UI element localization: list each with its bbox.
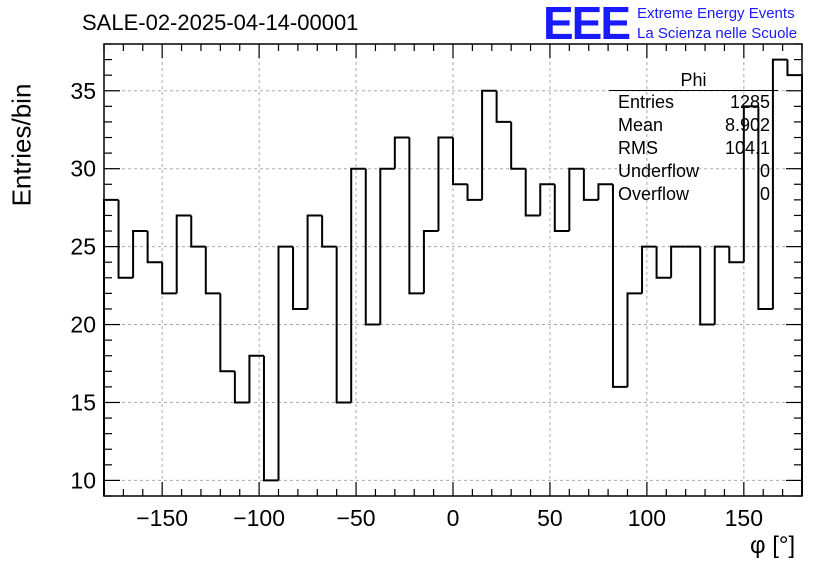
histogram-bin [175, 214, 192, 294]
histogram-bin [364, 168, 381, 326]
histogram-bin [103, 198, 119, 496]
histogram-bin [190, 215, 206, 248]
stats-value: 0 [759, 184, 770, 204]
histogram-bin [277, 245, 294, 481]
histogram-bin [262, 355, 279, 482]
x-tick-label: 50 [537, 505, 563, 531]
stats-label: Underflow [618, 161, 700, 181]
histogram-bin [757, 106, 773, 310]
histogram-bin [728, 246, 744, 264]
histogram-bin [233, 371, 250, 404]
stats-label: Mean [618, 115, 664, 135]
y-tick-label: 20 [70, 312, 96, 338]
logo-line-1: Extreme Energy Events [637, 5, 795, 22]
histogram-bin [481, 89, 497, 200]
histogram-bin [655, 246, 672, 279]
histogram-bin [582, 168, 599, 201]
histogram-bin [335, 246, 352, 404]
x-tick-label: 100 [628, 505, 666, 531]
stats-row-rms: RMS 104.1 [611, 137, 776, 160]
histogram-bin [495, 90, 512, 123]
x-tick-label: −50 [337, 505, 376, 531]
histogram-bin [248, 354, 264, 403]
y-tick-label: 35 [70, 78, 96, 104]
x-tick-label: −100 [233, 505, 285, 531]
histogram-bin [626, 292, 643, 387]
histogram-bin [553, 184, 570, 233]
stats-row-mean: Mean 8.902 [611, 114, 776, 137]
histogram-bin [437, 136, 453, 232]
x-axis-label: φ [°] [750, 532, 796, 559]
histogram-bin [292, 246, 308, 310]
histogram-bin [306, 214, 323, 309]
stats-label: Entries [618, 92, 675, 112]
histogram-bin [350, 167, 366, 403]
histogram-bin [510, 121, 526, 170]
stats-value: 8.902 [724, 115, 770, 135]
stats-label: Overflow [618, 184, 690, 204]
histogram-bin [466, 184, 483, 201]
histogram-bin [379, 167, 395, 325]
logo-caption: Extreme Energy Events La Scienza nelle S… [637, 4, 797, 44]
histogram-bin [452, 137, 468, 186]
y-tick-label: 15 [70, 389, 96, 415]
stats-divider [609, 90, 778, 91]
histogram-bin [393, 136, 410, 169]
y-tick-label: 25 [70, 234, 96, 260]
histogram-bin [117, 199, 134, 279]
histogram-bin [422, 230, 439, 294]
y-axis-label: Entries/bin [6, 83, 37, 207]
histogram-bin [771, 58, 788, 309]
histogram-bin [699, 246, 715, 326]
stats-label: RMS [618, 138, 658, 158]
stats-value: 1285 [729, 92, 770, 112]
x-tick-label: −150 [136, 505, 188, 531]
stats-value: 0 [759, 161, 770, 181]
stats-value: 104.1 [724, 138, 770, 158]
eee-logo: EEE [543, 0, 631, 49]
histogram-bin [132, 230, 148, 278]
stats-row-overflow: Overflow 0 [611, 183, 776, 206]
histogram-bin [641, 245, 657, 294]
y-tick-label: 30 [70, 156, 96, 182]
x-tick-label: 0 [447, 505, 460, 531]
histogram-bin [408, 137, 424, 295]
y-tick-label: 10 [70, 467, 96, 493]
stats-title: Phi [680, 70, 707, 90]
histogram-bin [219, 293, 235, 373]
histogram-bin [568, 167, 584, 232]
chart-title: SALE-02-2025-04-14-00001 [82, 10, 359, 35]
histogram-bin [204, 246, 221, 295]
histogram-bin [161, 262, 177, 295]
histogram-bin [713, 245, 730, 325]
histogram-bin [670, 245, 686, 278]
histogram-bin [742, 105, 759, 263]
histogram-bin [524, 168, 541, 217]
x-tick-label: 150 [725, 505, 763, 531]
histogram-bin [146, 231, 163, 264]
histogram-bin [611, 184, 628, 388]
histogram-bin [321, 215, 337, 248]
stats-row-underflow: Underflow 0 [611, 160, 776, 183]
logo-line-2: La Scienza nelle Scuole [637, 25, 798, 42]
stats-row-entries: Entries 1285 [611, 91, 776, 114]
histogram-bin [539, 183, 555, 216]
histogram-bin [597, 183, 613, 200]
stats-box: Phi Entries 1285 Mean 8.902 RMS 104.1 Un… [609, 70, 778, 206]
